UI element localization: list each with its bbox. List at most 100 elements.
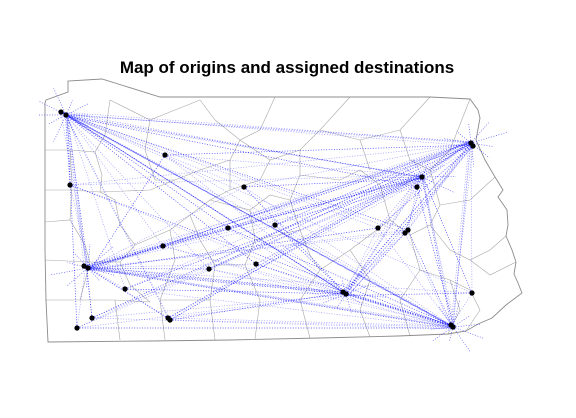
flow-line	[336, 293, 347, 309]
flow-line	[91, 177, 423, 319]
origin-point	[448, 322, 454, 328]
flow-line	[450, 142, 472, 168]
flow-line	[87, 263, 110, 269]
flow-line	[255, 263, 451, 326]
flow-line	[65, 100, 74, 116]
flow-line	[451, 145, 474, 327]
origin-point	[81, 263, 87, 269]
flow-line	[66, 115, 78, 329]
flow-line	[169, 292, 345, 321]
flow-line	[63, 112, 229, 229]
flow-line	[255, 263, 348, 296]
flow-line	[413, 176, 423, 196]
flow-line	[448, 326, 454, 343]
flow-line	[169, 319, 454, 328]
flow-line	[87, 267, 473, 294]
flow-line	[124, 288, 347, 295]
flow-line	[65, 114, 89, 127]
flow-line	[421, 162, 429, 178]
flow-line	[88, 145, 474, 269]
flow-line	[343, 229, 409, 293]
county-boundary	[399, 234, 421, 337]
flow-line	[164, 154, 421, 177]
flow-line	[68, 116, 164, 247]
flow-line	[404, 178, 425, 234]
flow-line	[90, 154, 166, 271]
flow-line	[345, 293, 452, 326]
flow-line	[227, 227, 348, 296]
flow-line	[86, 267, 89, 288]
origin-point	[253, 261, 259, 267]
flow-line	[470, 142, 493, 147]
flow-line	[162, 177, 423, 247]
flow-line	[345, 281, 376, 295]
county-boundary	[209, 194, 291, 211]
flow-line	[403, 167, 423, 178]
flow-line	[89, 268, 344, 293]
origin-point	[225, 225, 231, 231]
flow-line	[87, 267, 455, 329]
flow-line	[345, 293, 363, 305]
flow-line	[91, 294, 347, 319]
origin-point	[470, 143, 476, 149]
flow-line	[83, 144, 473, 267]
flow-lines	[38, 88, 508, 353]
flow-line	[69, 174, 420, 186]
flow-line	[87, 232, 406, 269]
county-boundary	[469, 259, 517, 276]
flow-line	[452, 142, 472, 328]
flow-line	[452, 299, 461, 328]
flow-line	[87, 140, 469, 269]
flow-line	[167, 295, 349, 319]
flow-line	[65, 114, 85, 267]
flow-line	[450, 292, 473, 326]
flow-line	[60, 111, 451, 326]
flow-line	[321, 293, 347, 304]
flow-line	[208, 268, 349, 297]
county-boundary	[109, 99, 201, 121]
flow-line	[64, 113, 474, 147]
flow-line	[470, 131, 508, 144]
county-boundary	[45, 299, 151, 303]
flow-line	[421, 176, 452, 326]
flow-line	[456, 131, 472, 144]
flow-line	[422, 177, 454, 328]
flow-line	[167, 317, 452, 327]
flow-line	[347, 294, 454, 328]
flow-line	[65, 114, 171, 321]
flow-line	[91, 317, 456, 330]
flow-line	[87, 267, 101, 282]
flow-line	[421, 176, 456, 194]
origin-point	[160, 243, 166, 249]
flow-line	[86, 245, 164, 268]
flow-line	[87, 186, 245, 269]
flow-line	[124, 176, 423, 290]
flow-line	[452, 323, 481, 328]
flow-line	[377, 144, 474, 229]
flow-line	[443, 138, 472, 144]
origin-point	[74, 325, 80, 331]
origin-point	[419, 174, 425, 180]
flow-line	[124, 141, 470, 290]
flow-line	[452, 326, 484, 339]
flow-line	[69, 184, 344, 293]
flow-line	[64, 113, 245, 188]
flow-line	[86, 224, 276, 267]
flow-line	[345, 186, 418, 294]
county-boundary	[419, 269, 481, 332]
flow-line	[90, 227, 379, 271]
flow-line	[227, 142, 471, 229]
origin-point	[375, 225, 381, 231]
flow-line	[65, 114, 455, 329]
flow-line	[87, 176, 422, 269]
flow-line	[243, 186, 349, 296]
flow-line	[162, 141, 470, 247]
flow-line	[424, 145, 474, 180]
flow-line	[60, 111, 471, 143]
flow-line	[468, 123, 472, 144]
flow-line	[416, 186, 455, 329]
origin-point	[122, 286, 128, 292]
origin-point	[165, 315, 171, 321]
origin-point	[206, 266, 212, 272]
flow-line	[76, 293, 346, 329]
